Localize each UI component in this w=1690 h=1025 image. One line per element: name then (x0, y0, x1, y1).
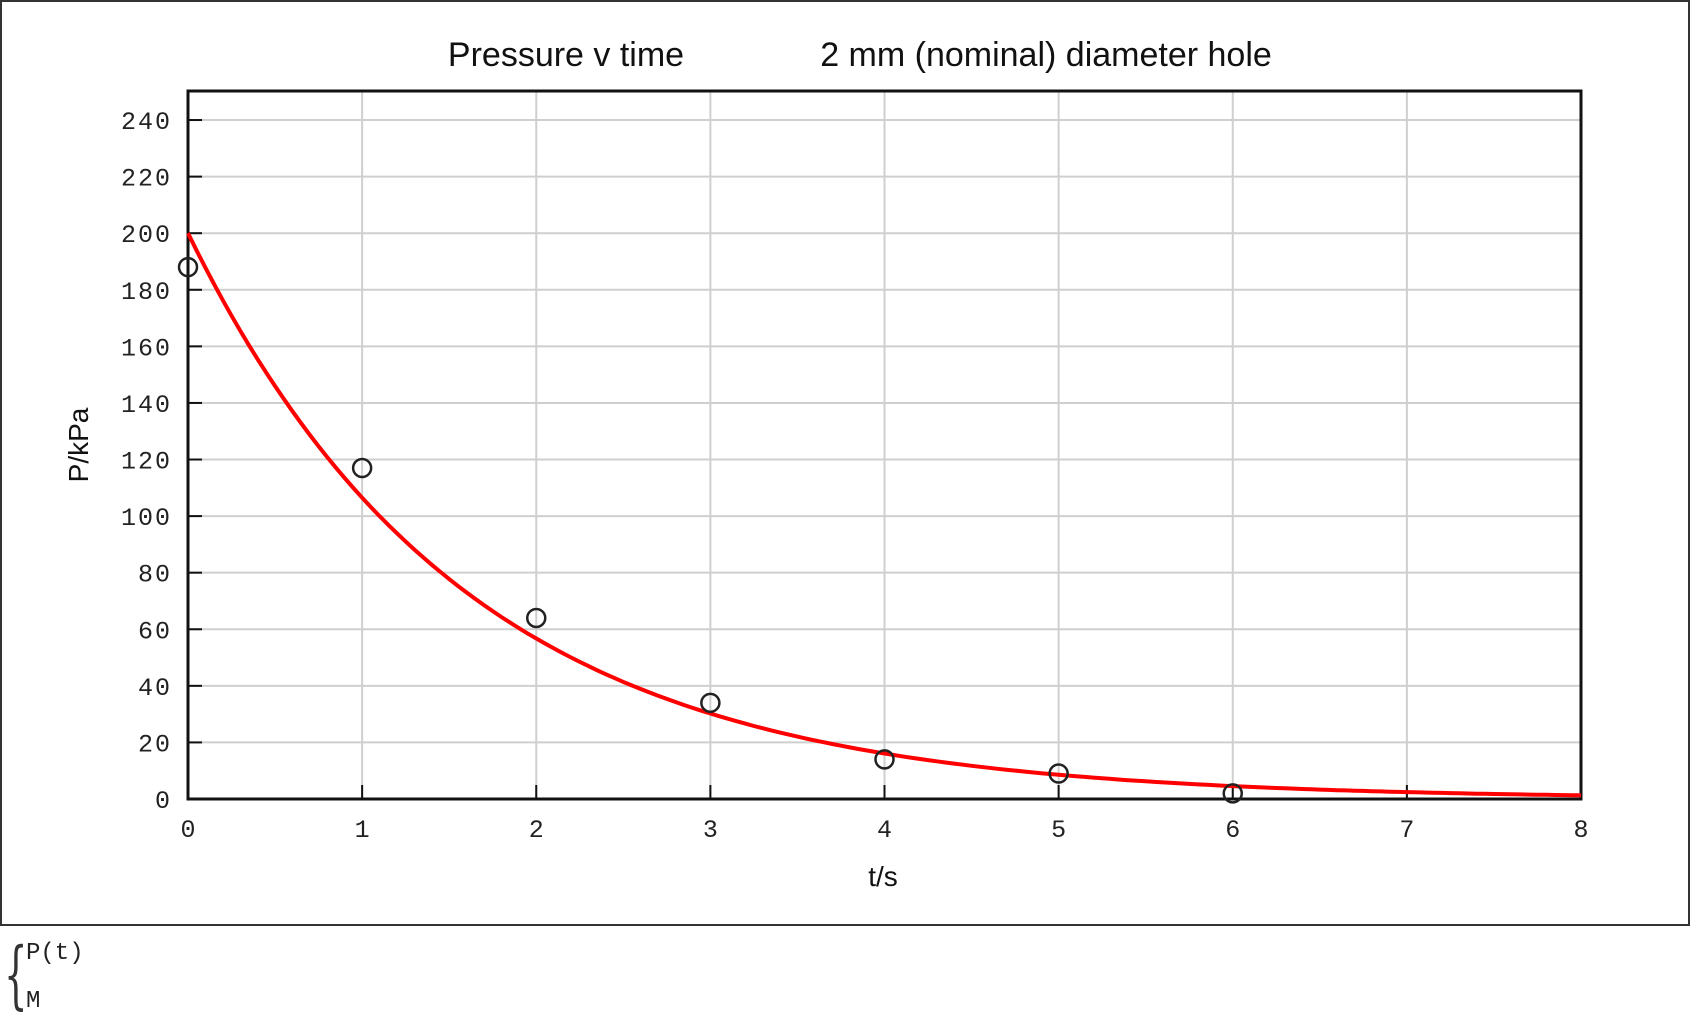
chart-title-right: 2 mm (nominal) diameter hole (820, 36, 1272, 74)
data-point-marker (1222, 783, 1243, 804)
tick-labels: 0 1 2 3 4 5 6 7 80204060801001201401601802002202… (121, 108, 1589, 845)
data-point-marker (177, 256, 199, 278)
x-tick-label: 0 (180, 816, 195, 845)
y-tick-label: 40 (138, 674, 172, 703)
legend-item-m: M (26, 988, 41, 1015)
legend-brace: { (4, 932, 28, 1018)
x-tick-label: 8 (1573, 816, 1588, 845)
data-point-marker (700, 692, 721, 714)
y-tick-label: 60 (138, 617, 172, 646)
y-tick-label: 20 (138, 730, 172, 759)
x-tick-label: 6 (1225, 816, 1240, 845)
y-tick-label: 180 (121, 278, 172, 307)
chart-title-left: Pressure v time (448, 36, 684, 74)
series (177, 232, 1582, 804)
data-point-marker (874, 749, 895, 770)
y-tick-label: 160 (121, 334, 172, 363)
y-axis-label: P/kPa (63, 407, 94, 482)
y-tick-label: 120 (121, 448, 172, 477)
axes (186, 89, 1583, 801)
data-point-marker (351, 457, 373, 479)
x-tick-label: 5 (1051, 816, 1066, 845)
x-tick-label: 3 (703, 816, 718, 845)
y-tick-label: 200 (121, 221, 172, 250)
y-tick-label: 220 (121, 165, 172, 194)
data-point-marker (526, 607, 547, 629)
legend-item-pt: P(t) (26, 940, 84, 967)
y-tick-label: 240 (121, 108, 172, 137)
fit-curve (186, 232, 1582, 798)
x-tick-label: 1 (355, 816, 370, 845)
x-tick-label: 2 (529, 816, 544, 845)
chart: 0 1 2 3 4 5 6 7 80204060801001201401601802002202… (63, 36, 1589, 892)
y-tick-label: 80 (138, 561, 172, 590)
y-tick-label: 100 (121, 504, 172, 533)
x-tick-label: 4 (877, 816, 892, 845)
y-tick-label: 0 (155, 787, 172, 816)
x-tick-label: 7 (1399, 816, 1414, 845)
x-axis-label: t/s (868, 861, 898, 892)
y-tick-label: 140 (121, 391, 172, 420)
grid-lines (187, 91, 1582, 800)
data-point-marker (1048, 763, 1069, 784)
plot-frame (0, 0, 1690, 926)
